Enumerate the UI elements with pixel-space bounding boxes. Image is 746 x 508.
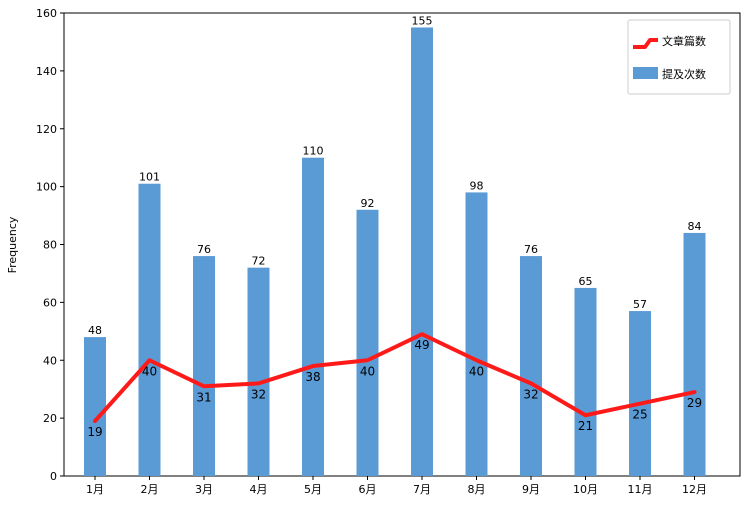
x-tick-label: 9月: [522, 483, 540, 496]
y-tick-label: 60: [43, 296, 57, 309]
y-tick-label: 160: [36, 7, 57, 20]
bar-value-label: 48: [88, 324, 102, 337]
bar-value-label: 101: [139, 171, 160, 184]
bar: [138, 183, 161, 476]
bar-value-label: 110: [303, 145, 324, 158]
bar-data-labels: 48 101 76 72 110 92 155 98 76 65 57 84: [88, 14, 702, 337]
y-tick-label: 140: [36, 65, 57, 78]
bar-value-label: 76: [524, 243, 538, 256]
bar-value-label: 155: [412, 14, 433, 27]
legend-line-label: 文章篇数: [662, 34, 706, 48]
bar: [193, 256, 215, 476]
bar: [411, 27, 433, 476]
bar-value-label: 84: [688, 220, 702, 233]
line-value-label: 49: [414, 338, 429, 352]
bar: [247, 267, 270, 476]
line-value-label: 40: [360, 364, 375, 378]
legend-box: [627, 19, 731, 95]
line-path: [93, 332, 697, 424]
y-tick-label: 0: [50, 470, 57, 483]
bar: [574, 287, 597, 476]
x-tick-label: 3月: [195, 483, 213, 496]
bar: [84, 337, 106, 476]
y-tick-label: 20: [43, 412, 57, 425]
x-tick-label: 7月: [413, 483, 431, 496]
line-value-label: 31: [196, 390, 211, 404]
bar: [465, 192, 488, 476]
line-value-label: 25: [632, 408, 647, 422]
x-tick-label: 1月: [86, 483, 104, 496]
y-tick-label: 120: [36, 123, 57, 136]
x-tick-label: 11月: [628, 483, 653, 496]
bar-value-label: 65: [579, 275, 593, 288]
bar-value-label: 98: [470, 179, 484, 192]
x-tick-label: 12月: [682, 483, 707, 496]
bar-series: [84, 27, 706, 476]
bar: [520, 256, 542, 476]
bar-value-label: 92: [361, 197, 375, 210]
legend: 文章篇数 提及次数: [627, 19, 731, 95]
line-value-label: 40: [142, 364, 157, 378]
x-axis: 1月 2月 3月 4月 5月 6月 7月 8月 9月 10月 11月 12月: [86, 476, 707, 496]
line-value-label: 19: [87, 425, 102, 439]
bar: [356, 209, 379, 476]
bar-value-label: 72: [252, 255, 266, 268]
line-series: [93, 332, 697, 424]
y-axis-title: Frequency: [6, 216, 19, 273]
legend-bar-swatch: [633, 67, 658, 79]
line-value-label: 38: [305, 370, 320, 384]
line-value-label: 21: [578, 419, 593, 433]
bar-value-label: 57: [633, 298, 647, 311]
x-tick-label: 2月: [141, 483, 159, 496]
line-value-label: 32: [523, 387, 538, 401]
legend-line-swatch: [633, 38, 658, 49]
x-tick-label: 10月: [573, 483, 598, 496]
y-axis: 0 20 40 60 80 100 120 140 160: [36, 7, 64, 483]
bar: [683, 232, 706, 476]
line-value-label: 40: [469, 364, 484, 378]
line-value-label: 29: [687, 396, 702, 410]
x-tick-label: 5月: [304, 483, 322, 496]
x-tick-label: 8月: [468, 483, 486, 496]
bar: [629, 311, 651, 476]
bar: [302, 157, 324, 476]
line-data-labels: 19 40 31 32 38 40 49 40 32 21 25 29: [87, 338, 702, 439]
y-tick-label: 80: [43, 239, 57, 252]
x-tick-label: 6月: [359, 483, 377, 496]
y-tick-label: 100: [36, 181, 57, 194]
legend-bar-label: 提及次数: [662, 67, 706, 81]
x-tick-label: 4月: [250, 483, 268, 496]
y-tick-label: 40: [43, 354, 57, 367]
line-value-label: 32: [251, 387, 266, 401]
bar-value-label: 76: [197, 243, 211, 256]
